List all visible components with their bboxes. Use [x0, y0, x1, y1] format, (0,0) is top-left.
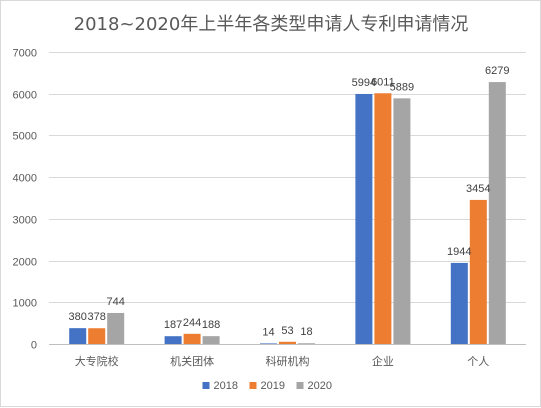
category-label-2: 科研机构 [266, 354, 310, 368]
legend-label-2019: 2019 [261, 380, 285, 392]
category-label-0: 大专院校 [75, 354, 119, 368]
bar-2019-2 [279, 341, 296, 344]
bar-2020-3 [393, 98, 411, 344]
data-label-2019-2: 53 [281, 325, 293, 337]
legend: 2018 2019 2020 [202, 380, 332, 392]
legend-swatch-2019 [249, 382, 257, 389]
bar-2020-4 [488, 82, 506, 345]
data-label-2019-0: 378 [88, 311, 106, 323]
bar-2018-4 [450, 262, 468, 344]
y-tick-label-5: 5000 [13, 131, 37, 143]
bar-2018-1 [164, 336, 182, 344]
category-labels: 大专院校 机关团体 科研机构 企业 个人 [75, 354, 490, 368]
bar-2019-4 [469, 199, 487, 344]
data-label-2019-1: 244 [183, 317, 201, 329]
bar-2020-0 [107, 312, 125, 344]
bar-2018-2 [260, 343, 277, 344]
bar-2020-1 [202, 336, 220, 344]
y-tick-label-6: 6000 [13, 90, 37, 102]
gridlines [49, 52, 526, 345]
data-label-2019-4: 3454 [466, 183, 490, 195]
bar-2019-3 [374, 93, 392, 344]
y-tick-label-4: 4000 [13, 173, 37, 185]
data-label-2020-3: 5889 [390, 81, 414, 93]
legend-swatch-2018 [202, 382, 210, 389]
category-label-3: 企业 [372, 354, 394, 368]
data-label-2020-2: 18 [300, 326, 312, 338]
y-tick-label-0: 0 [31, 340, 37, 352]
data-label-2020-1: 188 [202, 319, 220, 331]
data-label-2018-3: 5994 [352, 77, 376, 89]
bar-2019-0 [88, 328, 106, 344]
data-label-2018-2: 14 [262, 326, 274, 338]
data-label-2019-3: 6011 [371, 76, 395, 88]
y-axis-ticks: 0 1000 2000 3000 4000 5000 6000 7000 [13, 48, 37, 352]
bar-2019-1 [183, 333, 201, 344]
legend-swatch-2020 [296, 382, 304, 389]
bar-2018-0 [69, 328, 87, 344]
bars [69, 82, 506, 345]
bar-2020-2 [298, 343, 315, 344]
data-label-2018-0: 380 [69, 311, 87, 323]
chart-title: 2018~2020年上半年各类型申请人专利申请情况 [74, 14, 469, 35]
data-label-2020-0: 744 [107, 296, 125, 308]
data-label-2020-4: 6279 [485, 65, 509, 77]
y-tick-label-2: 2000 [13, 257, 37, 269]
data-label-2018-4: 1944 [447, 246, 471, 258]
bar-2018-3 [355, 93, 373, 344]
data-label-2018-1: 187 [164, 319, 182, 331]
legend-label-2018: 2018 [214, 380, 238, 392]
y-tick-label-1: 1000 [13, 298, 37, 310]
legend-label-2020: 2020 [308, 380, 332, 392]
y-tick-label-7: 7000 [13, 48, 37, 60]
y-tick-label-3: 3000 [13, 215, 37, 227]
category-label-4: 个人 [467, 355, 489, 368]
category-label-1: 机关团体 [170, 354, 214, 368]
